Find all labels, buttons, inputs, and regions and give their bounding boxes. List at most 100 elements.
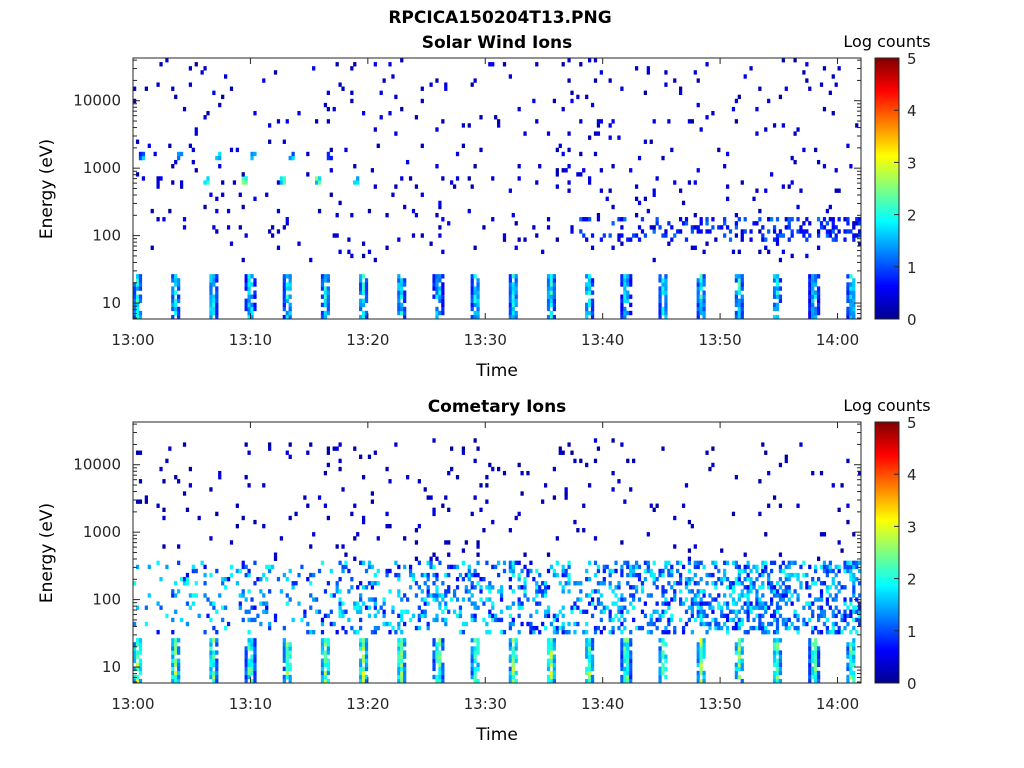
heatmap-cell	[364, 662, 369, 667]
heatmap-cell	[790, 253, 794, 259]
heatmap-cell	[825, 208, 830, 214]
heatmap-cell	[135, 674, 140, 680]
heatmap-cell	[359, 658, 363, 663]
heatmap-cell	[814, 564, 818, 570]
heatmap-cell	[171, 286, 175, 291]
heatmap-cell	[285, 646, 289, 651]
heatmap-cell	[846, 605, 850, 610]
heatmap-cell	[323, 642, 328, 647]
heatmap-cell	[373, 127, 377, 132]
heatmap-cell	[212, 650, 216, 655]
heatmap-cell	[215, 274, 219, 279]
heatmap-cell	[702, 274, 706, 279]
heatmap-cell	[620, 621, 624, 627]
heatmap-cell	[840, 613, 844, 619]
heatmap-cell	[403, 674, 407, 680]
heatmap-cell	[511, 314, 515, 320]
heatmap-cell	[599, 237, 603, 242]
heatmap-cell	[341, 564, 345, 570]
heatmap-cell	[626, 670, 630, 676]
heatmap-cell	[852, 282, 856, 287]
heatmap-cell	[306, 621, 310, 627]
heatmap-cell	[511, 212, 515, 218]
heatmap-cell	[679, 86, 683, 91]
heatmap-cell	[764, 245, 768, 250]
heatmap-cell	[426, 560, 430, 566]
heatmap-cell	[702, 589, 706, 594]
heatmap-cell	[147, 564, 151, 570]
heatmap-cell	[664, 654, 668, 659]
heatmap-cell	[761, 581, 765, 586]
heatmap-cell	[541, 499, 545, 504]
heatmap-cell	[778, 678, 783, 684]
heatmap-cell	[822, 564, 827, 570]
heatmap-cell	[696, 674, 700, 680]
heatmap-cell	[611, 245, 615, 250]
heatmap-cell	[852, 658, 856, 663]
heatmap-cell	[470, 593, 474, 598]
heatmap-cell	[614, 613, 618, 619]
heatmap-cell	[397, 613, 401, 619]
heatmap-cell	[664, 233, 668, 238]
heatmap-cell	[133, 654, 137, 659]
heatmap-cell	[250, 605, 254, 610]
heatmap-cell	[379, 605, 383, 610]
heatmap-cell	[403, 642, 407, 647]
heatmap-cell	[843, 613, 847, 619]
heatmap-cell	[508, 564, 512, 570]
heatmap-cell	[684, 576, 689, 582]
heatmap-cell	[417, 523, 421, 529]
solar-wind-title: Solar Wind Ions	[422, 33, 573, 53]
heatmap-cell	[808, 86, 812, 91]
heatmap-cell	[646, 560, 650, 566]
heatmap-cell	[837, 66, 841, 71]
heatmap-cell	[473, 678, 477, 684]
heatmap-cell	[596, 217, 601, 222]
heatmap-cell	[816, 274, 821, 279]
heatmap-cell	[135, 139, 140, 144]
heatmap-cell	[476, 605, 480, 610]
heatmap-cell	[831, 609, 835, 614]
heatmap-cell	[858, 241, 862, 246]
heatmap-cell	[661, 572, 665, 578]
heatmap-cell	[385, 245, 389, 250]
heatmap-cell	[808, 274, 812, 279]
heatmap-cell	[268, 568, 272, 574]
heatmap-cell	[816, 650, 821, 655]
heatmap-cell	[473, 605, 477, 610]
heatmap-cell	[171, 629, 175, 635]
heatmap-cell	[611, 204, 615, 210]
heatmap-cell	[784, 564, 788, 570]
heatmap-cell	[253, 581, 257, 586]
heatmap-cell	[690, 609, 694, 614]
heatmap-cell	[849, 560, 853, 566]
heatmap-cell	[435, 658, 439, 663]
heatmap-cell	[138, 310, 143, 316]
heatmap-cell	[858, 470, 862, 476]
heatmap-cell	[253, 662, 257, 667]
heatmap-cell	[661, 666, 665, 672]
heatmap-cell	[546, 662, 551, 667]
heatmap-cell	[825, 233, 830, 238]
heatmap-cell	[338, 605, 342, 610]
heatmap-cell	[808, 666, 812, 672]
heatmap-cell	[605, 196, 609, 202]
heatmap-cell	[743, 629, 747, 635]
heatmap-cell	[476, 540, 480, 545]
heatmap-cell	[133, 658, 137, 663]
heatmap-cell	[549, 670, 554, 676]
heatmap-cell	[397, 621, 401, 627]
heatmap-cell	[288, 646, 292, 651]
heatmap-cell	[344, 560, 348, 566]
heatmap-cell	[491, 217, 495, 222]
heatmap-cell	[811, 298, 815, 303]
heatmap-cell	[623, 274, 627, 279]
heatmap-cell	[702, 654, 706, 659]
heatmap-cell	[426, 495, 430, 500]
heatmap-cell	[215, 568, 219, 574]
x-tick-label: 13:30	[464, 331, 507, 349]
heatmap-cell	[432, 581, 436, 586]
heatmap-cell	[461, 548, 466, 553]
heatmap-cell	[379, 115, 383, 120]
heatmap-cell	[508, 528, 512, 533]
